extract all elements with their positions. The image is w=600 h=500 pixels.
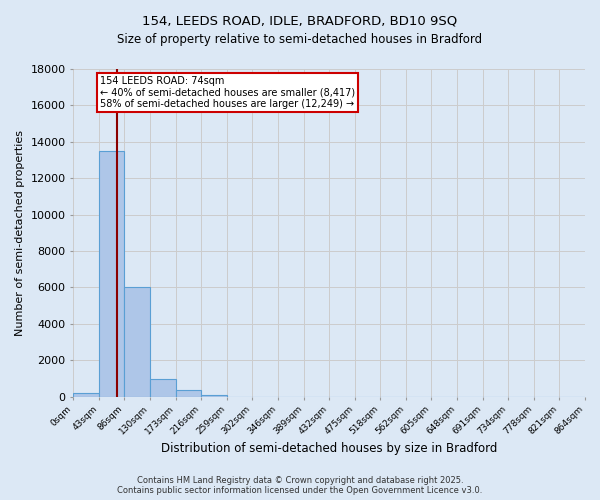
Y-axis label: Number of semi-detached properties: Number of semi-detached properties	[15, 130, 25, 336]
Text: 154 LEEDS ROAD: 74sqm
← 40% of semi-detached houses are smaller (8,417)
58% of s: 154 LEEDS ROAD: 74sqm ← 40% of semi-deta…	[100, 76, 355, 110]
Bar	[99, 151, 124, 396]
Bar	[124, 288, 150, 397]
Bar	[201, 395, 227, 396]
X-axis label: Distribution of semi-detached houses by size in Bradford: Distribution of semi-detached houses by …	[161, 442, 497, 455]
Bar	[73, 393, 99, 396]
Text: 154, LEEDS ROAD, IDLE, BRADFORD, BD10 9SQ: 154, LEEDS ROAD, IDLE, BRADFORD, BD10 9S…	[142, 15, 458, 28]
Bar	[176, 390, 201, 396]
Text: Size of property relative to semi-detached houses in Bradford: Size of property relative to semi-detach…	[118, 32, 482, 46]
Text: Contains HM Land Registry data © Crown copyright and database right 2025.
Contai: Contains HM Land Registry data © Crown c…	[118, 476, 482, 495]
Bar	[150, 378, 176, 396]
